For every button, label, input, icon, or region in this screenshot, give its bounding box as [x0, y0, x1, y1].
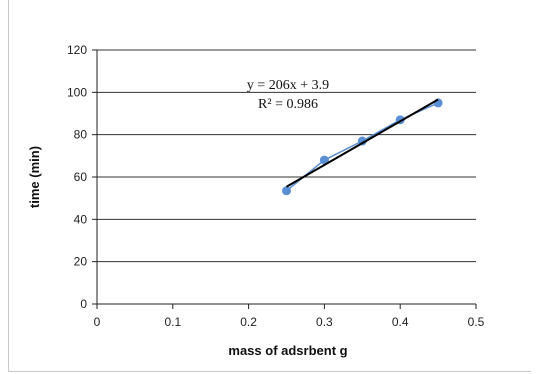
trendline-line — [286, 98, 439, 188]
gridlines — [97, 49, 476, 305]
data-point — [357, 136, 367, 146]
x-tick-label: 0.5 — [468, 315, 485, 329]
y-tick-label: 60 — [74, 170, 88, 184]
trendline-equation: y = 206x + 3.9 — [247, 78, 329, 93]
x-tick-label: 0.3 — [316, 315, 333, 329]
y-axis-title: time (min) — [27, 146, 42, 208]
y-tick-label: 0 — [80, 297, 87, 311]
y-axis: 0 20 40 60 80 100 120 — [67, 43, 98, 311]
x-tick-label: 0 — [94, 315, 101, 329]
x-tick-label: 0.4 — [392, 315, 409, 329]
x-axis: 0 0.1 0.2 0.3 0.4 0.5 — [94, 304, 485, 329]
data-point — [282, 186, 291, 196]
data-series — [282, 98, 443, 196]
r-squared-label: R² = 0.986 — [258, 97, 318, 112]
x-axis-title: mass of adsrbent g — [228, 343, 347, 358]
trendline — [286, 98, 439, 188]
y-tick-label: 20 — [74, 255, 88, 269]
x-tick-label: 0.1 — [164, 315, 181, 329]
data-point — [319, 155, 329, 165]
y-tick-label: 100 — [67, 85, 87, 99]
y-tick-label: 40 — [74, 212, 88, 226]
y-tick-label: 80 — [74, 128, 88, 142]
chart-frame — [8, 0, 531, 372]
y-tick-label: 120 — [67, 43, 87, 57]
series-line — [286, 102, 439, 192]
x-tick-label: 0.2 — [240, 315, 257, 329]
